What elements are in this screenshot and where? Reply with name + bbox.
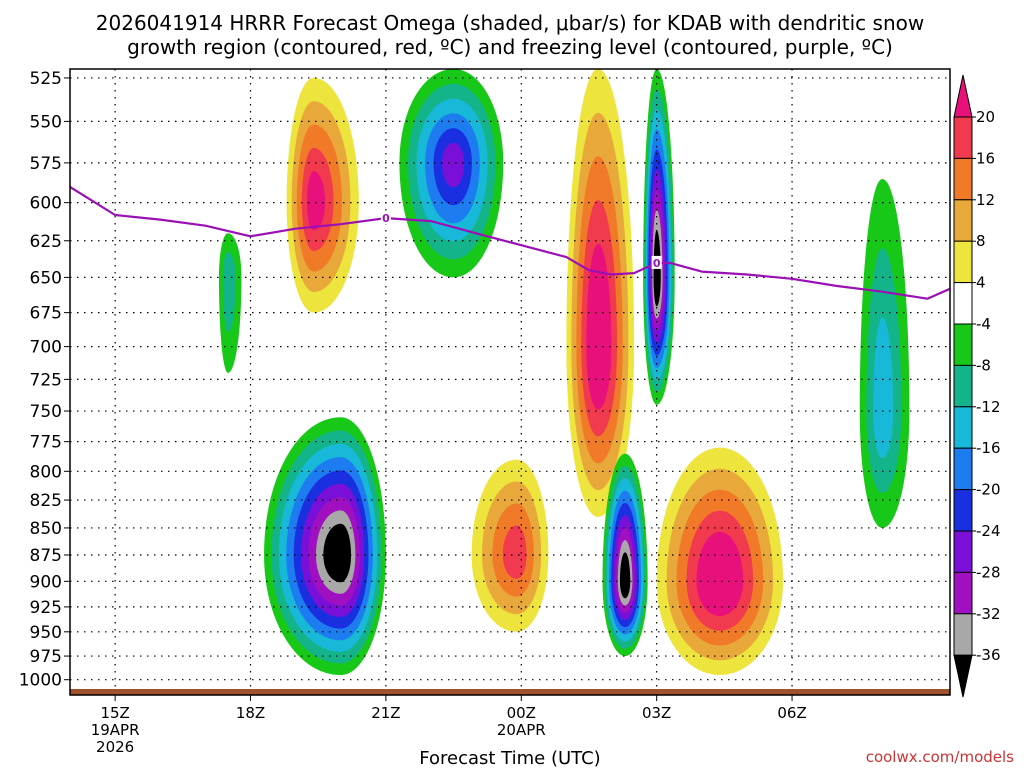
omega-band <box>330 537 347 571</box>
x-tick-label: 21Z <box>371 704 400 722</box>
omega-feature <box>264 417 386 676</box>
colorbar-bottom-arrow <box>953 654 973 698</box>
y-tick-label: 975 <box>30 647 62 667</box>
freezing-level-line <box>70 185 950 300</box>
x-tick-date: 20APR <box>497 721 546 739</box>
y-tick-label: 950 <box>30 623 62 643</box>
omega-band <box>306 171 326 231</box>
colorbar-segment <box>953 447 973 491</box>
colorbar-tick-label: -24 <box>976 522 1001 540</box>
colorbar-tick-label: -36 <box>976 646 1001 664</box>
y-tick-label: 800 <box>30 462 62 482</box>
y-tick-label: 675 <box>30 304 62 324</box>
chart-title-line-1: 2026041914 HRRR Forecast Omega (shaded, … <box>96 11 924 35</box>
colorbar-tick-label: 12 <box>976 191 995 209</box>
colorbar-segment <box>953 323 973 366</box>
freezing-level-label: 0 <box>653 257 661 270</box>
colorbar-segment <box>953 199 973 242</box>
y-tick-label: 900 <box>30 572 62 592</box>
colorbar-tick-label: -16 <box>976 439 1001 457</box>
x-tick-label: 03Z <box>642 704 671 722</box>
colorbar-tick-label: -12 <box>976 398 1001 416</box>
colorbar-tick-label: 20 <box>976 108 995 126</box>
y-tick-label: 600 <box>30 194 62 214</box>
y-tick-label: 825 <box>30 491 62 511</box>
colorbar-tick-label: 16 <box>976 149 995 167</box>
freezing-level-label: 0 <box>382 212 390 225</box>
y-tick-label: 625 <box>30 232 62 252</box>
chart-title-line-2: growth region (contoured, red, ºC) and f… <box>127 35 893 59</box>
y-tick-label: 875 <box>30 546 62 566</box>
y-tick-label: 700 <box>30 338 62 358</box>
x-tick-year: 2026 <box>96 738 134 756</box>
x-axis-label: Forecast Time (UTC) <box>419 748 600 768</box>
y-tick-label: 750 <box>30 402 62 422</box>
plot-area: 00 <box>69 68 951 696</box>
omega-band <box>873 317 894 459</box>
colorbar-top-arrow <box>953 74 973 118</box>
y-tick-label: 925 <box>30 598 62 618</box>
colorbar: 20 16 12 8 4 -4 -8 -12 -16 -20 -24 -28 -32 -36 <box>953 74 1001 698</box>
omega-band <box>591 287 606 383</box>
y-tick-label: 1000 <box>19 671 62 691</box>
colorbar-tick-label: 4 <box>976 274 986 292</box>
ground-surface <box>70 689 950 695</box>
colorbar-tick-label: 8 <box>976 232 986 250</box>
colorbar-segment <box>953 613 973 656</box>
colorbar-segment <box>953 364 973 408</box>
colorbar-segment <box>953 282 973 325</box>
omega-field <box>218 69 910 676</box>
omega-feature <box>566 69 635 517</box>
x-tick-label: 18Z <box>236 704 265 722</box>
omega-band <box>502 525 527 579</box>
colorbar-segment <box>953 571 973 615</box>
freezing-label-bg <box>380 211 391 225</box>
colorbar-tick-label: -28 <box>976 563 1001 581</box>
omega-feature <box>859 178 910 528</box>
credit-text: coolwx.com/models <box>866 748 1014 766</box>
colorbar-tick-label: -4 <box>976 315 991 333</box>
omega-feature <box>656 447 784 676</box>
colorbar-tick-label: -8 <box>976 356 991 374</box>
omega-band <box>442 142 465 188</box>
x-tick-date: 19APR <box>91 721 140 739</box>
colorbar-tick-label: -32 <box>976 605 1001 623</box>
y-axis: 525 550 575 600 625 650 675 700 725 750 775 800 825 8… <box>19 69 70 691</box>
colorbar-segment <box>953 240 973 284</box>
y-tick-label: 575 <box>30 154 62 174</box>
colorbar-segment <box>953 157 973 201</box>
y-tick-label: 725 <box>30 370 62 390</box>
plot-border <box>69 68 951 696</box>
omega-band <box>622 564 629 592</box>
colorbar-tick-label: -20 <box>976 481 1001 499</box>
colorbar-segment <box>953 530 973 573</box>
y-tick-label: 525 <box>30 69 62 89</box>
colorbar-segment <box>953 406 973 449</box>
x-tick-label: 00Z <box>507 704 536 722</box>
freezing-label-bg <box>651 255 662 269</box>
colorbar-segment <box>953 116 973 159</box>
y-tick-label: 550 <box>30 112 62 132</box>
x-tick-label: 06Z <box>777 704 806 722</box>
omega-feature <box>286 77 359 313</box>
y-tick-label: 775 <box>30 433 62 453</box>
x-tick-label: 15Z <box>100 704 129 722</box>
freezing-level: 00 <box>70 185 950 300</box>
colorbar-segment <box>953 489 973 532</box>
y-tick-label: 850 <box>30 519 62 539</box>
y-tick-label: 650 <box>30 268 62 288</box>
omega-feature <box>602 453 648 657</box>
omega-band <box>706 552 734 602</box>
